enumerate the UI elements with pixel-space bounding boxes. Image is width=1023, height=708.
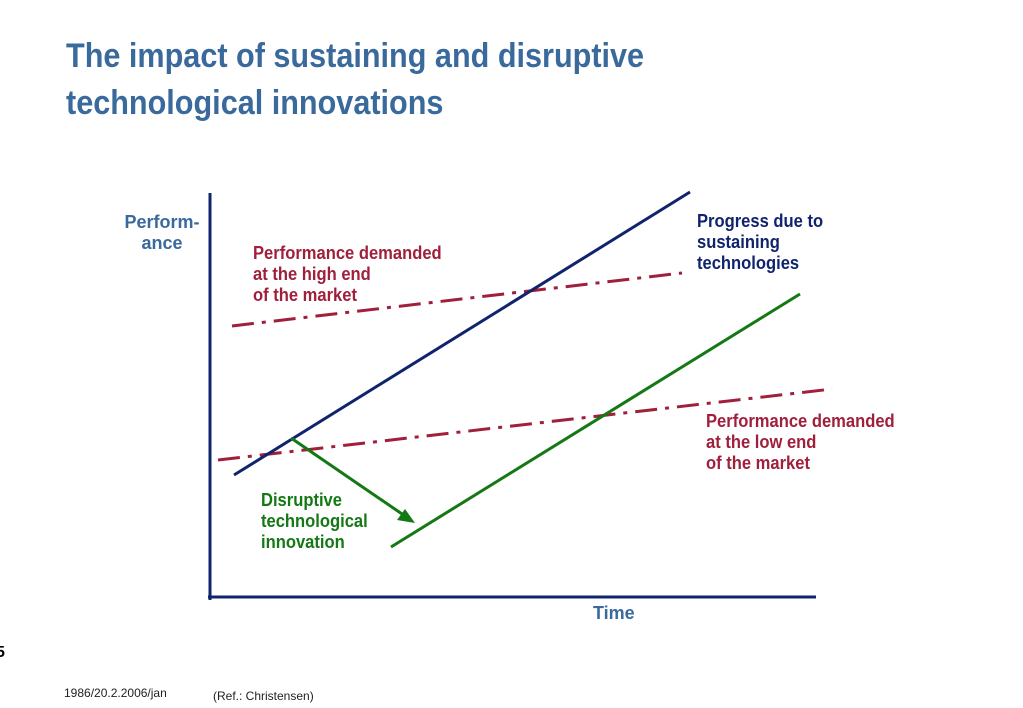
disruptive-label-line-3: innovation <box>261 532 345 552</box>
disruptive-label: Disruptive technological innovation <box>261 490 368 553</box>
sustaining-label-line-3: technologies <box>697 253 800 273</box>
title-line-2: technological innovations <box>66 84 444 122</box>
slide-title: The impact of sustaining and disruptive … <box>66 33 750 127</box>
disruptive-label-line-1: Disruptive <box>261 490 342 510</box>
disruption-arrow-head <box>397 509 415 523</box>
x-axis-label: Time <box>593 603 635 623</box>
sustaining-label-line-2: sustaining <box>697 232 780 252</box>
low-end-label-line-3: of the market <box>706 453 810 473</box>
page-number: 5 <box>0 644 5 661</box>
high-end-demand-line <box>231 271 683 328</box>
low-end-label-line-2: at the low end <box>706 432 817 452</box>
footer-date-code: 1986/20.2.2006/jan <box>64 686 167 700</box>
disruptive-technology-line <box>390 292 801 549</box>
y-axis-label: Perform- ance <box>112 212 212 254</box>
sustaining-label: Progress due to sustaining technologies <box>697 211 823 274</box>
high-end-label-line-3: of the market <box>253 285 357 305</box>
high-end-label-line-1: Performance demanded <box>253 243 442 263</box>
low-end-demand-line <box>217 387 833 462</box>
sustaining-label-line-1: Progress due to <box>697 211 824 231</box>
y-axis-label-line-1: Perform- <box>124 212 200 232</box>
high-end-label-line-2: at the high end <box>253 264 371 284</box>
low-end-label-line-1: Performance demanded <box>706 411 895 431</box>
disruption-arrow-shaft <box>290 436 406 518</box>
title-line-1: The impact of sustaining and disruptive <box>66 37 645 75</box>
sustaining-technology-line <box>233 190 691 477</box>
low-end-demand-label: Performance demanded at the low end of t… <box>706 411 895 474</box>
high-end-demand-label: Performance demanded at the high end of … <box>253 243 442 306</box>
disruptive-label-line-2: technological <box>261 511 368 531</box>
footer-reference: (Ref.: Christensen) <box>213 689 314 703</box>
y-axis-label-line-2: ance <box>141 233 183 253</box>
